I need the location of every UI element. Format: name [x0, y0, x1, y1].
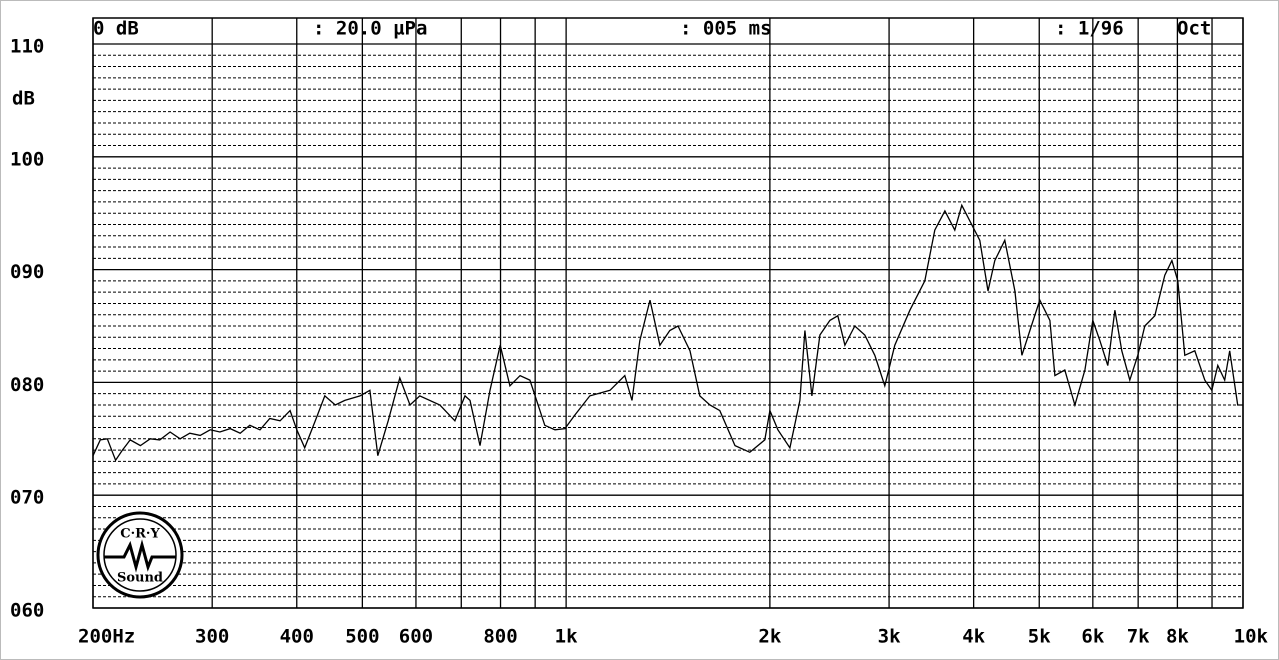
header-text: Oct [1177, 18, 1211, 40]
y-axis-label: dB [12, 88, 35, 110]
x-tick-label: 600 [399, 626, 433, 648]
x-tick-label: 4k [962, 626, 985, 648]
logo-top: C·R·Y [120, 527, 160, 542]
x-tick-label: 200Hz [78, 626, 135, 648]
y-tick-label: 080 [10, 374, 44, 396]
y-tick-label: 110 [10, 36, 44, 58]
y-tick-label: 090 [10, 261, 44, 283]
header-text: : 20.0 µPa [313, 18, 427, 40]
y-tick-label: 100 [10, 148, 44, 170]
x-tick-label: 500 [345, 626, 379, 648]
x-tick-label: 300 [195, 626, 229, 648]
logo-ring-inner [103, 518, 177, 592]
x-tick-label: 800 [483, 626, 517, 648]
header-text: : 005 ms [680, 18, 772, 40]
header-text: : 1/96 [1055, 18, 1124, 40]
y-tick-label: 060 [10, 600, 44, 622]
x-tick-label: 5k [1028, 626, 1051, 648]
logo: C·R·Y Sound [96, 511, 184, 599]
x-tick-label: 10k [1234, 626, 1269, 648]
x-tick-label: 6k [1081, 626, 1104, 648]
x-tick-label: 3k [878, 626, 901, 648]
x-tick-label: 2k [758, 626, 781, 648]
plot-frame [92, 17, 1244, 609]
logo-wave [104, 539, 176, 573]
x-tick-label: 8k [1166, 626, 1189, 648]
x-tick-label: 1k [555, 626, 578, 648]
data-line [92, 203, 1243, 462]
logo-bottom: Sound [117, 571, 163, 586]
header-text: 0 dB [93, 18, 139, 40]
x-tick-label: 7k [1127, 626, 1150, 648]
x-tick-label: 400 [280, 626, 314, 648]
y-tick-label: 070 [10, 487, 44, 509]
